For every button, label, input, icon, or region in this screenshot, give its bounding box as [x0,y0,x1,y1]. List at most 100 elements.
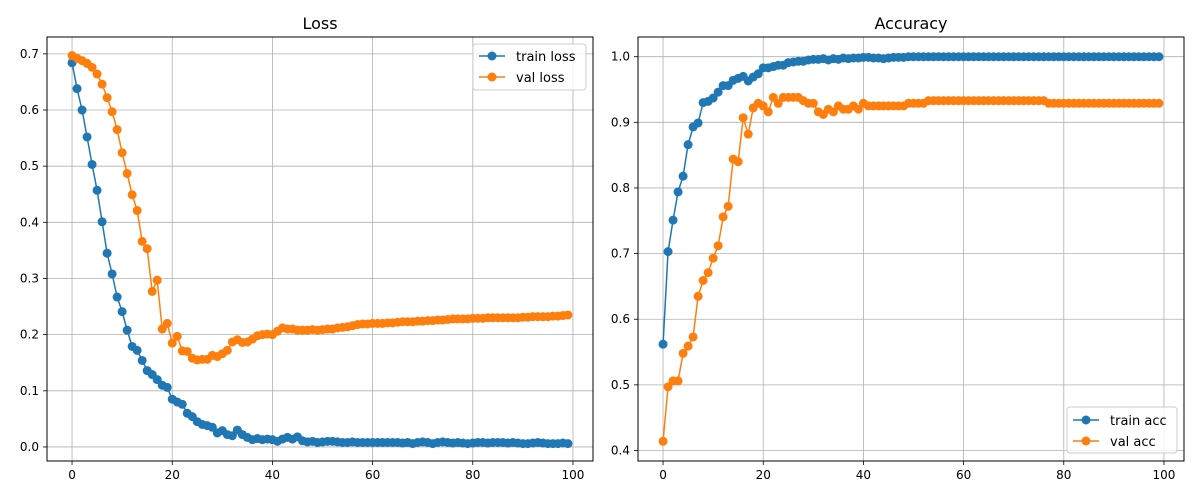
data-point-val-loss [102,93,112,103]
legend-label-train-loss: train loss [516,50,576,65]
data-point-val-acc [773,98,783,108]
data-point-val-acc [828,107,838,117]
data-point-val-acc [678,348,688,358]
series-val-loss [67,51,573,365]
loss-series-layer [67,51,573,449]
data-point-train-acc [753,69,763,79]
accuracy-chart-panel: Accuracy 0 20 40 60 80 100 0.4 0.5 0.6 0.7 0.8 0.9 1… [611,14,1185,482]
loss-x-tick-label: 0 [68,468,76,482]
data-point-val-loss [222,345,232,355]
data-point-train-loss [137,355,147,365]
accuracy-x-tick-label: 40 [856,468,871,482]
data-point-val-loss [172,331,182,341]
accuracy-y-tick-label: 1.0 [611,50,630,64]
legend-marker-val-loss [487,72,497,82]
data-point-train-loss [112,292,122,302]
data-point-train-loss [72,84,82,94]
loss-chart-title: Loss [302,14,337,33]
data-point-val-acc [703,268,713,278]
data-point-val-acc [663,382,673,392]
data-point-val-acc [853,104,863,114]
data-point-train-loss [117,307,127,317]
data-point-val-loss [127,190,137,200]
data-point-train-acc [663,247,673,257]
loss-y-tick-label: 0.6 [20,103,39,117]
loss-y-tick-label: 0.2 [20,328,39,342]
data-point-val-loss [132,206,142,216]
data-point-val-loss [97,79,107,89]
data-point-train-loss [87,159,97,169]
accuracy-x-tick-label: 0 [659,468,667,482]
loss-x-tick-label: 80 [465,468,480,482]
data-point-train-loss [102,248,112,258]
loss-y-tick-label: 0.4 [20,215,39,229]
loss-y-tick-label: 0.3 [20,271,39,285]
data-point-val-acc [1154,98,1164,108]
loss-y-tick-label: 0.1 [20,384,39,398]
loss-x-tick-label: 20 [165,468,180,482]
data-point-val-loss [152,275,162,285]
data-point-val-loss [107,107,117,117]
data-point-train-acc [693,118,703,128]
data-point-train-loss [162,382,172,392]
loss-grid [47,37,593,461]
loss-y-tick-label: 0.5 [20,159,39,173]
accuracy-axes-frame [637,36,1185,462]
data-point-train-acc [683,140,693,150]
data-point-val-acc [768,92,778,102]
legend-marker-train-acc [1081,415,1091,425]
legend-marker-val-acc [1081,436,1091,446]
data-point-val-loss [137,236,147,246]
accuracy-series-layer [658,52,1164,446]
loss-y-tick-label: 0.0 [20,440,39,454]
legend-label-val-acc: val acc [1110,435,1156,450]
loss-axes-frame [46,36,594,462]
data-point-val-acc [723,201,733,211]
accuracy-x-tick-label: 100 [1153,468,1176,482]
loss-x-tick-label: 60 [365,468,380,482]
data-point-val-loss [92,69,102,79]
data-point-val-loss [182,346,192,356]
series-train-acc [658,52,1164,349]
accuracy-y-tick-label: 0.5 [611,378,630,392]
accuracy-y-tick-label: 0.7 [611,247,630,261]
data-point-train-loss [132,345,142,355]
accuracy-legend: train acc val acc [1066,406,1178,454]
data-point-val-acc [743,129,753,139]
data-point-train-loss [82,132,92,142]
data-point-train-acc [668,215,678,225]
data-point-train-loss [177,399,187,409]
data-point-val-acc [673,376,683,386]
data-point-val-loss [122,168,132,178]
data-point-train-loss [97,217,107,227]
data-point-val-loss [87,62,97,72]
data-point-train-acc [678,171,688,181]
accuracy-y-tick-label: 0.9 [611,115,630,129]
data-point-train-loss [122,325,132,335]
data-point-val-acc [683,341,693,351]
data-point-val-acc [758,101,768,111]
series-train-loss [67,58,573,449]
accuracy-ticks: 0 20 40 60 80 100 0.4 0.5 0.6 0.7 0.8 0.9 1.0 [611,50,1176,482]
loss-chart-panel: Loss 0 20 40 60 80 100 0.0 0.1 0.2 0.3 0.4 0.5 0.6 0.… [20,14,594,482]
data-point-val-acc [658,436,668,446]
data-point-val-acc [708,253,718,263]
loss-ticks: 0 20 40 60 80 100 0.0 0.1 0.2 0.3 0.4 0.5 0.6 0.7 [20,47,585,482]
data-point-val-acc [713,241,723,251]
accuracy-x-tick-label: 20 [756,468,771,482]
accuracy-x-tick-label: 80 [1056,468,1071,482]
data-point-val-loss [142,244,152,254]
accuracy-y-tick-label: 0.4 [611,443,630,457]
data-point-train-acc [1154,52,1164,62]
accuracy-y-tick-label: 0.6 [611,312,630,326]
legend-label-val-loss: val loss [516,71,565,86]
data-point-val-loss [563,310,573,320]
legend-label-train-acc: train acc [1110,414,1167,429]
loss-x-tick-label: 40 [265,468,280,482]
data-point-val-loss [112,125,122,135]
accuracy-x-tick-label: 60 [956,468,971,482]
data-point-val-loss [162,318,172,328]
accuracy-chart-title: Accuracy [874,14,947,33]
data-point-val-acc [763,107,773,117]
